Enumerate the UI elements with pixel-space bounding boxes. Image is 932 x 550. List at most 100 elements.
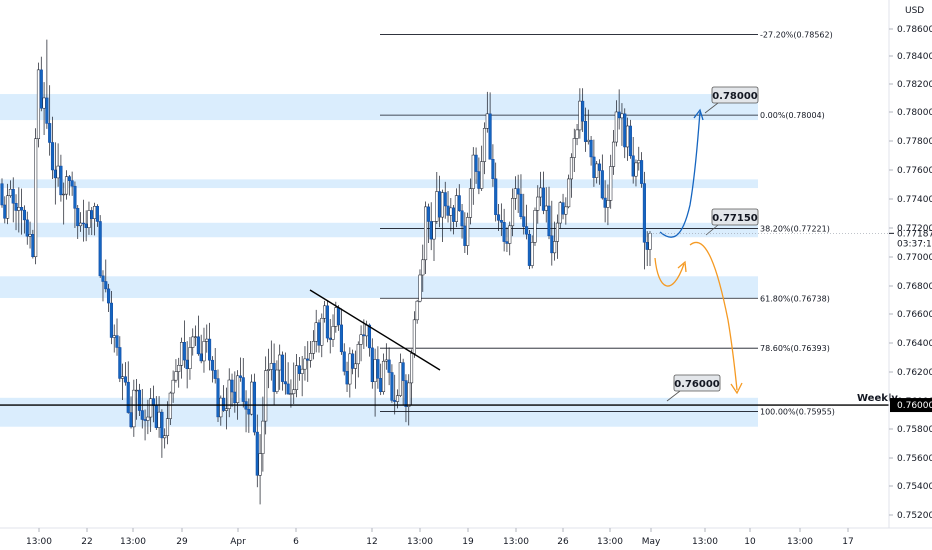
callout-label-2: 0.76000 — [674, 379, 720, 390]
price-axis[interactable]: USD 0.78600 0.78400 0.78200 0.78000 0.77800 0… — [650, 0, 932, 528]
candle-36 — [101, 270, 105, 302]
candle-146 — [410, 349, 414, 406]
weekly-price-box — [890, 398, 932, 413]
candle-224 — [628, 119, 632, 159]
candle-169 — [474, 147, 478, 184]
candle-body-46 — [129, 412, 133, 428]
candle-14 — [39, 56, 43, 112]
candle-body-177 — [496, 214, 501, 221]
candle-body-196 — [550, 235, 554, 254]
candle-body-166 — [466, 217, 470, 246]
candle-body-42 — [118, 347, 122, 379]
candle-body-80 — [224, 408, 228, 411]
fib-label-0: -27.20%(0.78562) — [760, 30, 833, 39]
price-callouts[interactable]: 0.78000 0.77150 0.76000 — [666, 86, 759, 402]
candle-body-32 — [90, 210, 94, 219]
candle-164 — [460, 203, 464, 239]
x-tick-label-0: 13:00 — [26, 537, 52, 547]
candle-171 — [480, 145, 484, 191]
candle-89 — [250, 374, 254, 416]
candle-138 — [387, 347, 391, 386]
candle-body-127 — [356, 344, 360, 365]
candle-body-39 — [109, 302, 113, 338]
candle-body-59 — [165, 418, 170, 436]
candle-body-36 — [101, 275, 105, 282]
x-tick-label-9: 13:00 — [503, 537, 529, 547]
candle-40 — [112, 324, 116, 353]
y-tick-label-10: 0.76600 — [897, 310, 932, 320]
candle-134 — [376, 346, 380, 389]
candle-44 — [123, 362, 127, 386]
y-tick-label-7: 0.77200 — [897, 224, 932, 234]
candle-body-53 — [149, 398, 153, 418]
candle-body-23 — [64, 176, 69, 195]
candle-80 — [224, 387, 228, 430]
candle-175 — [491, 144, 495, 187]
candle-body-85 — [238, 375, 242, 378]
candle-64 — [179, 337, 184, 379]
candle-204 — [572, 128, 576, 172]
candle-body-136 — [381, 360, 386, 392]
candle-body-134 — [376, 359, 380, 379]
candle-body-29 — [81, 222, 85, 225]
candle-body-31 — [87, 210, 91, 228]
candle-26 — [73, 181, 77, 228]
candle-body-73 — [205, 338, 209, 342]
candle-body-132 — [370, 347, 374, 383]
candle-113 — [317, 319, 321, 353]
candle-body-179 — [502, 222, 506, 242]
candle-213 — [597, 159, 602, 185]
candle-body-19 — [53, 169, 57, 179]
candle-35 — [98, 215, 102, 278]
candle-57 — [160, 409, 164, 458]
candle-body-5 — [14, 202, 18, 211]
candle-body-0 — [0, 183, 4, 206]
candle-body-211 — [592, 156, 596, 178]
candle-65 — [182, 320, 186, 368]
candle-116 — [325, 300, 329, 343]
candle-body-178 — [499, 220, 503, 223]
candle-77 — [216, 369, 220, 422]
candle-194 — [544, 187, 548, 223]
candle-body-205 — [575, 129, 579, 139]
candle-143 — [401, 358, 405, 406]
time-axis[interactable]: 13:00 22 13:00 29 Apr 6 12 13:00 19 13:00 26 13:00 M… — [0, 527, 932, 547]
candle-189 — [530, 235, 534, 269]
y-tick-label-1: 0.78400 — [897, 52, 932, 62]
candle-1 — [3, 196, 7, 224]
candle-187 — [525, 204, 529, 240]
x-tick-label-12: May — [642, 537, 661, 547]
candle-body-176 — [494, 178, 498, 215]
candle-142 — [398, 353, 402, 398]
candle-body-195 — [547, 205, 551, 237]
x-tick-label-7: 13:00 — [407, 537, 433, 547]
candle-body-142 — [398, 362, 402, 396]
descending-trendline[interactable] — [309, 289, 441, 371]
candle-body-89 — [250, 381, 254, 415]
candle-18 — [50, 116, 55, 179]
currency-label: USD — [905, 6, 924, 16]
candle-29 — [81, 199, 85, 242]
candle-111 — [311, 330, 315, 360]
candle-150 — [421, 244, 425, 292]
candle-118 — [331, 314, 335, 348]
candle-body-78 — [219, 397, 223, 418]
x-tick-label-13: 13:00 — [692, 537, 718, 547]
weekly-label: Weekly — [857, 393, 898, 404]
candle-217 — [609, 154, 613, 209]
candle-body-109 — [306, 358, 310, 361]
candle-body-64 — [179, 342, 184, 366]
y-tick-label-9: 0.76800 — [897, 282, 932, 292]
weekly-level[interactable]: Weekly — [0, 393, 898, 406]
candle-152 — [426, 203, 430, 244]
candle-body-84 — [236, 375, 240, 403]
projection-arrows — [654, 108, 743, 395]
candle-body-204 — [572, 138, 576, 158]
candle-body-213 — [597, 163, 602, 171]
candle-225 — [631, 136, 635, 184]
candle-218 — [611, 130, 616, 175]
candle-body-146 — [410, 353, 414, 384]
x-tick-label-14: 10 — [744, 537, 756, 547]
candle-28 — [78, 212, 83, 232]
